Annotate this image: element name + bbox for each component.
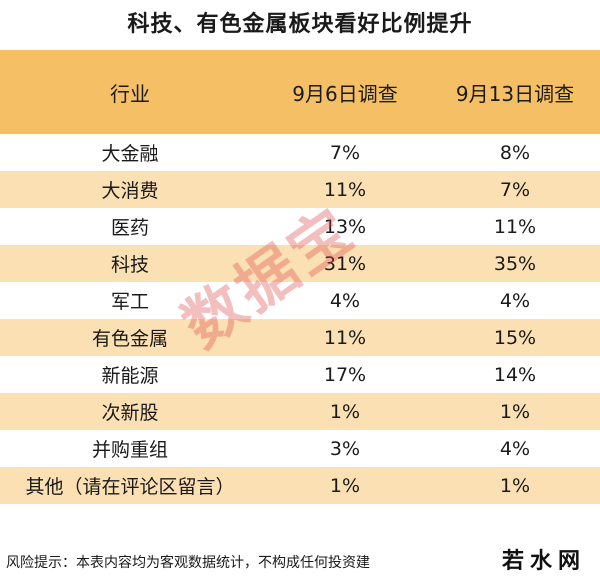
percent-cell: 8% [430,134,600,171]
site-logo: 若水网 [493,545,594,579]
percent-cell: 15% [430,319,600,356]
percent-cell: 35% [430,245,600,282]
percent-cell: 13% [260,208,430,245]
table-row: 军工 4% 4% [0,282,600,319]
table-body: 大金融 7% 8% 大消费 11% 7% 医药 13% 11% 科技 31% 35% 军工 4% 4% 有色金… [0,134,600,504]
table-row: 医药 13% 11% [0,208,600,245]
industry-cell: 医药 [0,208,260,245]
percent-cell: 11% [260,171,430,208]
percent-cell: 31% [260,245,430,282]
percent-cell: 17% [260,356,430,393]
header-row: 行业 9月6日调查 9月13日调查 [0,50,600,134]
table-row: 大金融 7% 8% [0,134,600,171]
industry-cell: 并购重组 [0,430,260,467]
industry-cell: 其他（请在评论区留言） [0,467,260,504]
data-table: 行业 9月6日调查 9月13日调查 大金融 7% 8% 大消费 11% 7% 医药 13% 11… [0,50,600,504]
table-row: 其他（请在评论区留言） 1% 1% [0,467,600,504]
chart-title: 科技、有色金属板块看好比例提升 [127,12,473,37]
table-row: 新能源 17% 14% [0,356,600,393]
percent-cell: 1% [430,467,600,504]
percent-cell: 11% [260,319,430,356]
percent-cell: 7% [260,134,430,171]
percent-cell: 4% [430,282,600,319]
percent-cell: 11% [430,208,600,245]
percent-cell: 4% [430,430,600,467]
industry-cell: 大消费 [0,171,260,208]
industry-cell: 新能源 [0,356,260,393]
percent-cell: 1% [260,467,430,504]
table-row: 次新股 1% 1% [0,393,600,430]
percent-cell: 1% [260,393,430,430]
percent-cell: 14% [430,356,600,393]
percent-cell: 4% [260,282,430,319]
industry-cell: 大金融 [0,134,260,171]
percent-cell: 3% [260,430,430,467]
table-row: 并购重组 3% 4% [0,430,600,467]
table-row: 科技 31% 35% [0,245,600,282]
percent-cell: 7% [430,171,600,208]
industry-cell: 科技 [0,245,260,282]
table-row: 大消费 11% 7% [0,171,600,208]
column-header: 9月13日调查 [430,50,600,134]
table-row: 有色金属 11% 15% [0,319,600,356]
industry-cell: 军工 [0,282,260,319]
column-header: 行业 [0,50,260,134]
industry-cell: 有色金属 [0,319,260,356]
industry-cell: 次新股 [0,393,260,430]
column-header: 9月6日调查 [260,50,430,134]
percent-cell: 1% [430,393,600,430]
